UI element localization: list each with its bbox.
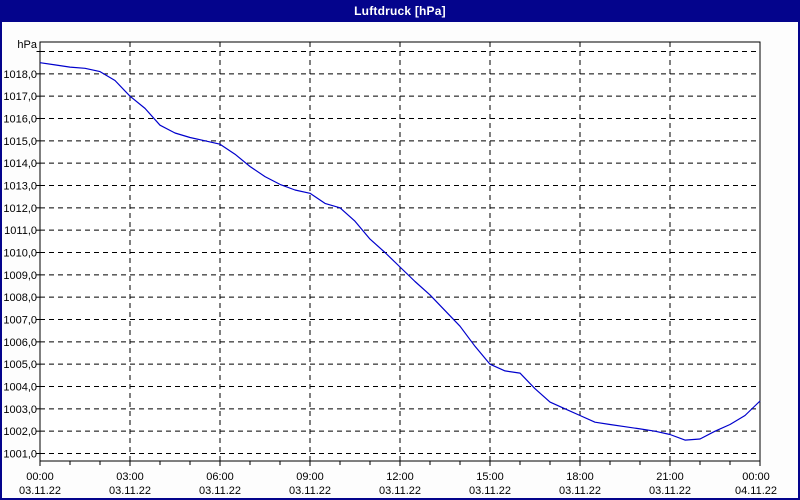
y-tick-marks (36, 51, 40, 454)
x-axis-time-label: 06:00 (206, 471, 234, 483)
title-bar: Luftdruck [hPa] (0, 0, 800, 22)
y-axis-label: 1017,0 (3, 91, 37, 103)
y-axis-label: 1010,0 (3, 248, 37, 260)
y-axis-label: 1013,0 (3, 181, 37, 193)
y-axis-label: 1015,0 (3, 136, 37, 148)
x-axis-time-label: 21:00 (656, 471, 684, 483)
y-axis-label: 1016,0 (3, 114, 37, 126)
x-axis-date-label: 03.11.22 (289, 485, 331, 497)
y-axis-label: 1011,0 (4, 225, 37, 237)
plot-frame (39, 41, 761, 462)
x-axis-time-label: 09:00 (296, 471, 324, 483)
y-axis-label: 1001,0 (3, 449, 37, 461)
chart-content: 1001,0 1002,0 1003,0 1004,0 1005,0 1006,0 1007… (2, 22, 798, 498)
pressure-series-line (39, 62, 761, 441)
x-axis-labels: 00:00 03.11.22 03:00 03.11.22 06:00 03.11.22 0… (19, 471, 777, 497)
x-axis-date-label: 03.11.22 (559, 485, 601, 497)
y-axis-label: 1003,0 (3, 404, 37, 416)
pressure-line-chart: 1001,0 1002,0 1003,0 1004,0 1005,0 1006,0 1007… (3, 39, 777, 497)
y-axis-labels: 1001,0 1002,0 1003,0 1004,0 1005,0 1006,0 1007… (3, 69, 37, 461)
y-axis-label: 1002,0 (3, 426, 37, 438)
x-axis-date-label: 03.11.22 (199, 485, 241, 497)
x-axis-date-label: 04.11.22 (735, 485, 777, 497)
x-axis-time-label: 03:00 (116, 471, 144, 483)
x-axis-time-label: 00:00 (26, 471, 54, 483)
y-axis-label: 1006,0 (3, 337, 37, 349)
x-tick-marks (39, 461, 761, 466)
x-axis-time-label: 15:00 (476, 471, 504, 483)
window-title: Luftdruck [hPa] (354, 4, 446, 18)
x-axis-date-label: 03.11.22 (469, 485, 511, 497)
x-gridlines (129, 42, 671, 461)
y-axis-label: 1007,0 (3, 315, 37, 327)
y-axis-label: 1008,0 (3, 292, 37, 304)
y-axis-label: 1004,0 (3, 382, 37, 394)
x-axis-time-label: 18:00 (566, 471, 594, 483)
y-axis-label: 1014,0 (3, 158, 37, 170)
x-axis-time-label: 00:00 (742, 471, 770, 483)
y-axis-label: 1012,0 (3, 203, 37, 215)
y-axis-label: 1018,0 (3, 69, 37, 81)
y-axis-unit-label: hPa (17, 39, 37, 51)
x-axis-date-label: 03.11.22 (379, 485, 421, 497)
y-axis-label: 1009,0 (3, 270, 37, 282)
x-axis-date-label: 03.11.22 (649, 485, 691, 497)
x-axis-time-label: 12:00 (386, 471, 414, 483)
x-axis-date-label: 03.11.22 (19, 485, 61, 497)
y-axis-label: 1005,0 (3, 359, 37, 371)
x-axis-date-label: 03.11.22 (109, 485, 151, 497)
